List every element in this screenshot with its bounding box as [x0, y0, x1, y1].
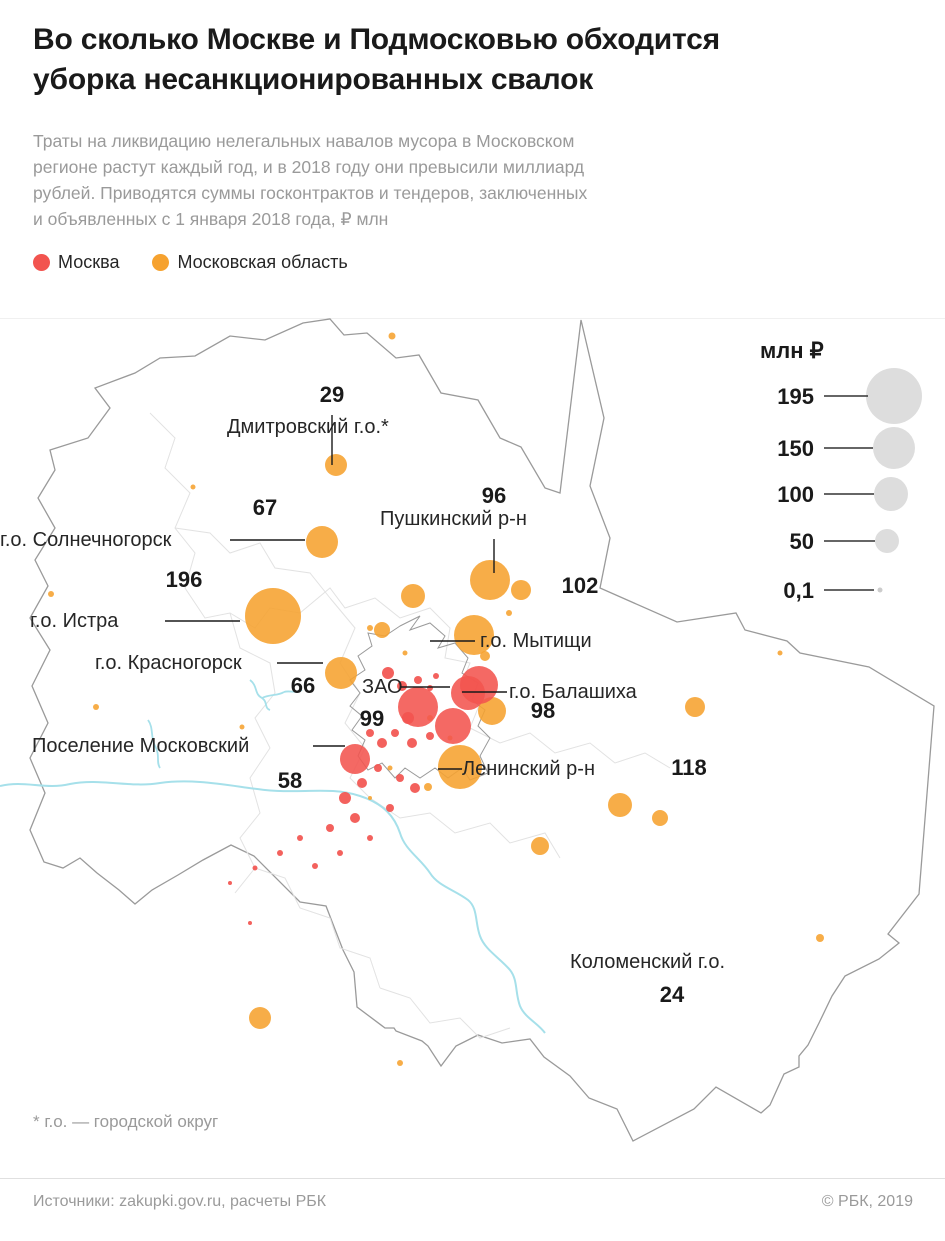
svg-text:г.о. Балашиха: г.о. Балашиха: [509, 681, 638, 703]
svg-text:99: 99: [360, 706, 384, 731]
svg-text:118: 118: [671, 755, 707, 780]
svg-text:50: 50: [790, 529, 814, 554]
svg-text:Коломенский г.о.: Коломенский г.о.: [570, 951, 725, 973]
svg-text:58: 58: [278, 768, 302, 793]
svg-text:100: 100: [777, 482, 814, 507]
svg-text:Поселение Московский: Поселение Московский: [32, 735, 249, 757]
svg-text:Пушкинский р-н: Пушкинский р-н: [380, 508, 527, 530]
svg-text:г.о. Истра: г.о. Истра: [30, 610, 119, 632]
svg-text:г.о. Солнечногорск: г.о. Солнечногорск: [0, 529, 172, 551]
svg-text:67: 67: [253, 495, 277, 520]
svg-text:Дмитровский г.о.*: Дмитровский г.о.*: [227, 416, 389, 438]
svg-text:24: 24: [660, 982, 685, 1007]
svg-text:млн ₽: млн ₽: [760, 338, 824, 363]
svg-text:Ленинский р-н: Ленинский р-н: [462, 758, 595, 780]
svg-text:г.о. Красногорск: г.о. Красногорск: [95, 652, 242, 674]
svg-text:66: 66: [291, 673, 315, 698]
svg-text:ЗАО: ЗАО: [362, 676, 403, 698]
svg-text:102: 102: [562, 573, 599, 598]
svg-text:г.о. Мытищи: г.о. Мытищи: [480, 630, 592, 652]
svg-text:150: 150: [777, 436, 814, 461]
svg-text:29: 29: [320, 382, 344, 407]
svg-text:195: 195: [777, 384, 814, 409]
svg-text:96: 96: [482, 483, 506, 508]
svg-text:98: 98: [531, 698, 555, 723]
svg-text:196: 196: [166, 567, 203, 592]
svg-text:0,1: 0,1: [783, 578, 814, 603]
